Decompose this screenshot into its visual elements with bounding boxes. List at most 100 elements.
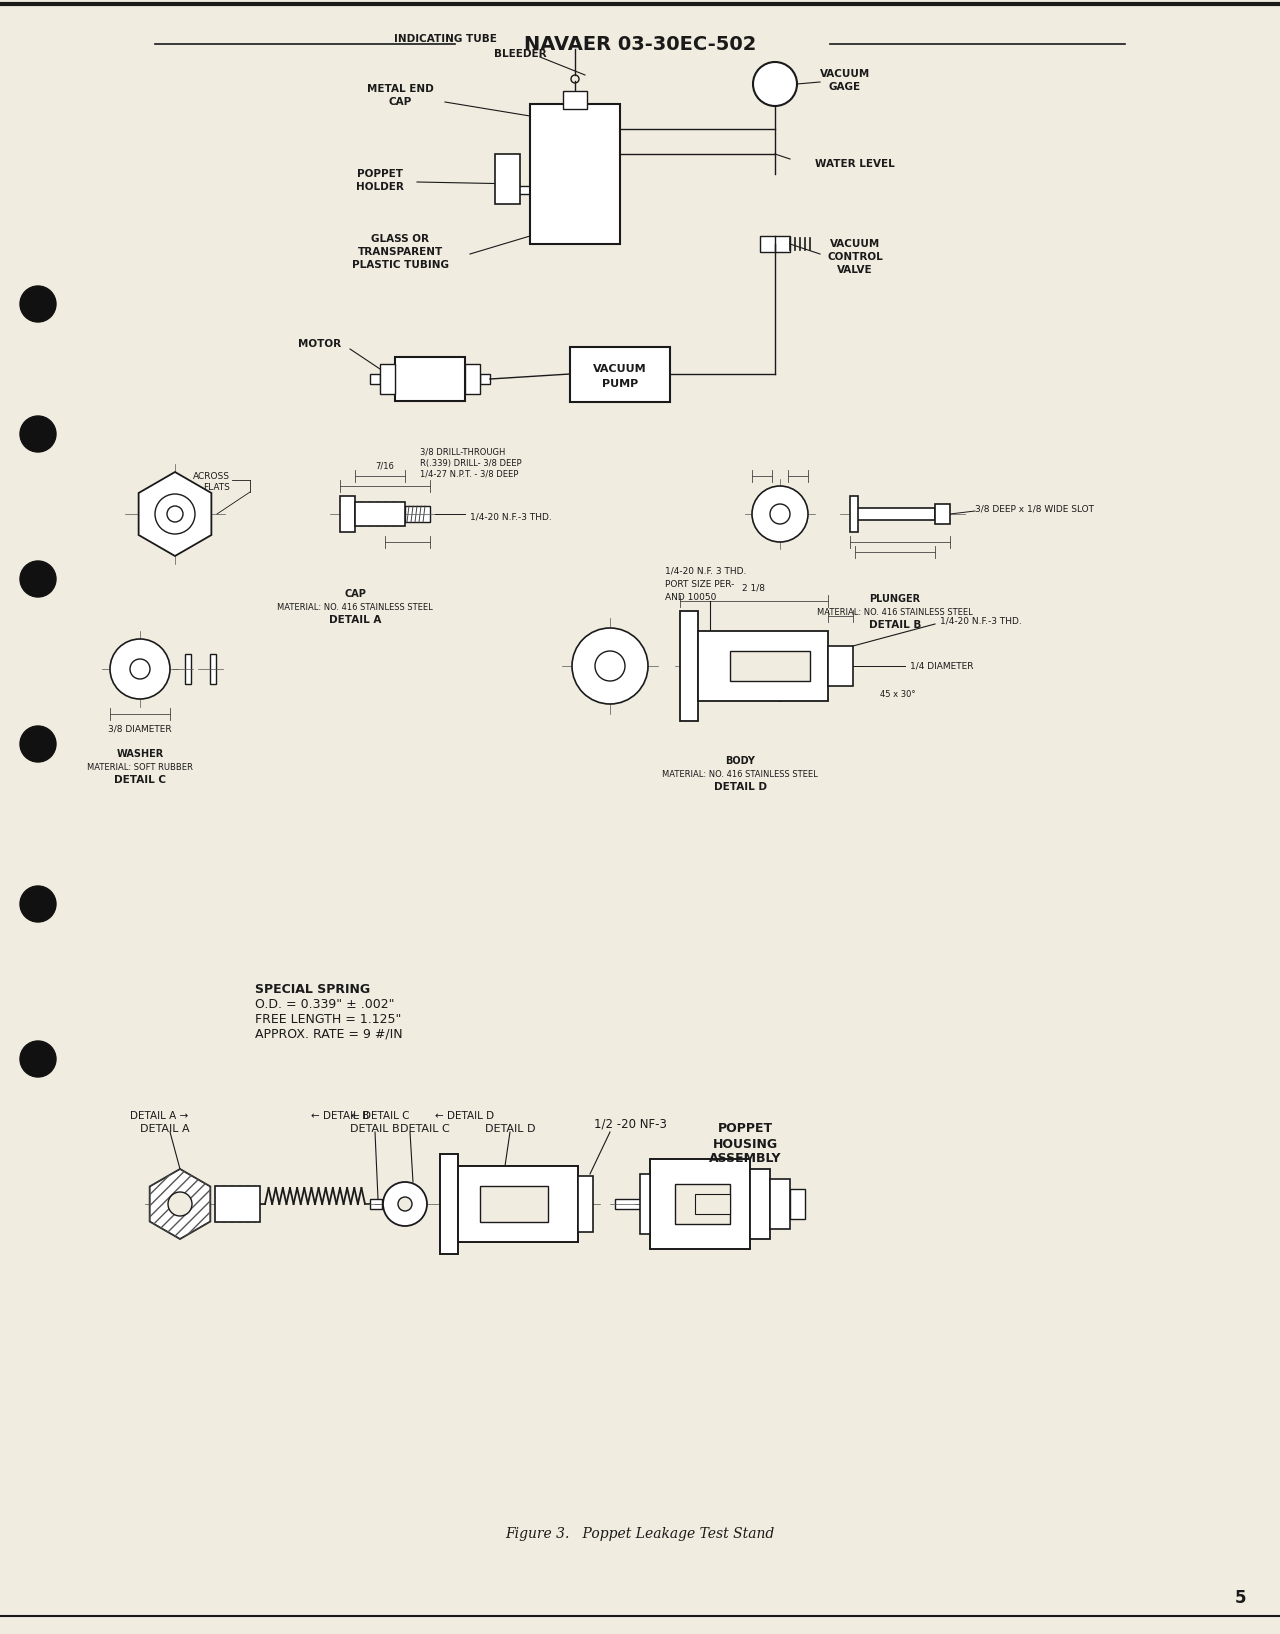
Text: ← DETAIL D: ← DETAIL D bbox=[435, 1111, 494, 1121]
Bar bbox=[396, 356, 465, 400]
Bar bbox=[790, 1190, 805, 1219]
Circle shape bbox=[168, 1191, 192, 1216]
Text: Figure 3.   Poppet Leakage Test Stand: Figure 3. Poppet Leakage Test Stand bbox=[506, 1528, 774, 1541]
Text: DETAIL A: DETAIL A bbox=[140, 1124, 189, 1134]
Text: 5: 5 bbox=[1234, 1588, 1245, 1606]
Circle shape bbox=[753, 62, 797, 106]
Text: BODY: BODY bbox=[724, 757, 755, 766]
Text: PLASTIC TUBING: PLASTIC TUBING bbox=[352, 260, 448, 270]
Text: 3/8 DIAMETER: 3/8 DIAMETER bbox=[109, 724, 172, 734]
Text: CAP: CAP bbox=[388, 96, 412, 106]
Text: VACUUM: VACUUM bbox=[820, 69, 870, 78]
Bar bbox=[771, 1180, 790, 1229]
Circle shape bbox=[398, 1198, 412, 1211]
Text: DETAIL A →: DETAIL A → bbox=[131, 1111, 188, 1121]
Bar bbox=[614, 1199, 645, 1209]
Bar bbox=[480, 374, 490, 384]
Text: R(.339) DRILL- 3/8 DEEP: R(.339) DRILL- 3/8 DEEP bbox=[420, 459, 522, 467]
Text: DETAIL B: DETAIL B bbox=[869, 619, 922, 631]
Circle shape bbox=[753, 485, 808, 542]
Text: PLUNGER: PLUNGER bbox=[869, 595, 920, 605]
Bar bbox=[340, 497, 355, 533]
Bar bbox=[570, 346, 669, 402]
Bar bbox=[495, 154, 520, 204]
Polygon shape bbox=[138, 472, 211, 556]
Bar bbox=[355, 502, 404, 526]
Text: ASSEMBLY: ASSEMBLY bbox=[709, 1152, 781, 1165]
Bar bbox=[695, 1194, 730, 1214]
Text: CONTROL: CONTROL bbox=[827, 252, 883, 261]
Text: INDICATING TUBE: INDICATING TUBE bbox=[393, 34, 497, 44]
Bar bbox=[440, 1154, 458, 1253]
Text: DETAIL A: DETAIL A bbox=[329, 614, 381, 624]
Circle shape bbox=[20, 886, 56, 922]
Text: 1/4-20 N.F. 3 THD.: 1/4-20 N.F. 3 THD. bbox=[666, 567, 746, 575]
Bar bbox=[828, 645, 852, 686]
Text: FLATS: FLATS bbox=[204, 482, 230, 492]
Bar bbox=[465, 364, 480, 394]
Text: 1/4-20 N.F.-3 THD.: 1/4-20 N.F.-3 THD. bbox=[470, 513, 552, 521]
Text: VALVE: VALVE bbox=[837, 265, 873, 275]
Bar bbox=[698, 631, 828, 701]
Circle shape bbox=[572, 627, 648, 704]
Text: 1/2 -20 NF-3: 1/2 -20 NF-3 bbox=[594, 1118, 667, 1131]
Circle shape bbox=[20, 286, 56, 322]
Text: 2 1/8: 2 1/8 bbox=[742, 583, 765, 593]
Bar bbox=[215, 1186, 260, 1222]
Text: PUMP: PUMP bbox=[602, 379, 639, 389]
Text: HOUSING: HOUSING bbox=[713, 1137, 777, 1150]
Text: NAVAER 03-30EC-502: NAVAER 03-30EC-502 bbox=[524, 34, 756, 54]
Bar bbox=[579, 1176, 593, 1232]
Text: 1/4-27 N.P.T. - 3/8 DEEP: 1/4-27 N.P.T. - 3/8 DEEP bbox=[420, 469, 518, 479]
Text: CAP: CAP bbox=[344, 588, 366, 600]
Bar bbox=[458, 1167, 579, 1242]
Circle shape bbox=[20, 417, 56, 453]
Bar bbox=[760, 235, 790, 252]
Text: TRANSPARENT: TRANSPARENT bbox=[357, 247, 443, 257]
Text: HOLDER: HOLDER bbox=[356, 181, 404, 193]
Bar bbox=[730, 650, 810, 681]
Circle shape bbox=[20, 560, 56, 596]
Text: MATERIAL: NO. 416 STAINLESS STEEL: MATERIAL: NO. 416 STAINLESS STEEL bbox=[817, 608, 973, 616]
Text: ACROSS: ACROSS bbox=[193, 472, 230, 480]
Text: 7/16: 7/16 bbox=[375, 461, 394, 471]
Bar bbox=[518, 186, 530, 194]
Text: MATERIAL: NO. 416 STAINLESS STEEL: MATERIAL: NO. 416 STAINLESS STEEL bbox=[662, 770, 818, 778]
Text: AND 10050: AND 10050 bbox=[666, 593, 717, 601]
Text: ← DETAIL B: ← DETAIL B bbox=[311, 1111, 369, 1121]
Text: GLASS OR: GLASS OR bbox=[371, 234, 429, 243]
Text: POPPET: POPPET bbox=[357, 168, 403, 180]
Bar bbox=[370, 1199, 381, 1209]
Text: MATERIAL: SOFT RUBBER: MATERIAL: SOFT RUBBER bbox=[87, 763, 193, 771]
Text: 45 x 30°: 45 x 30° bbox=[881, 690, 915, 698]
Bar bbox=[650, 1159, 750, 1248]
Text: VACUUM: VACUUM bbox=[829, 239, 881, 248]
Bar bbox=[934, 503, 950, 525]
Text: DETAIL C: DETAIL C bbox=[399, 1124, 449, 1134]
Bar bbox=[480, 1186, 548, 1222]
Bar bbox=[750, 1168, 771, 1239]
Bar bbox=[380, 364, 396, 394]
Bar bbox=[563, 92, 588, 109]
Text: GAGE: GAGE bbox=[829, 82, 861, 92]
Text: POPPET: POPPET bbox=[717, 1123, 773, 1136]
Text: DETAIL D: DETAIL D bbox=[713, 783, 767, 792]
Bar bbox=[640, 1173, 650, 1234]
Bar bbox=[210, 654, 216, 685]
Text: BLEEDER: BLEEDER bbox=[494, 49, 547, 59]
Bar bbox=[850, 497, 858, 533]
Text: MOTOR: MOTOR bbox=[298, 338, 342, 350]
Text: MATERIAL: NO. 416 STAINLESS STEEL: MATERIAL: NO. 416 STAINLESS STEEL bbox=[278, 603, 433, 611]
Text: 3/8 DRILL-THROUGH: 3/8 DRILL-THROUGH bbox=[420, 448, 506, 456]
Text: WATER LEVEL: WATER LEVEL bbox=[815, 158, 895, 168]
Text: ← DETAIL C: ← DETAIL C bbox=[351, 1111, 410, 1121]
Bar bbox=[675, 1185, 730, 1224]
Bar bbox=[530, 105, 620, 243]
Text: 1/4-20 N.F.-3 THD.: 1/4-20 N.F.-3 THD. bbox=[940, 616, 1021, 626]
Text: SPECIAL SPRING: SPECIAL SPRING bbox=[255, 982, 370, 995]
Bar bbox=[370, 374, 380, 384]
Text: 3/8 DEEP x 1/8 WIDE SLOT: 3/8 DEEP x 1/8 WIDE SLOT bbox=[975, 505, 1094, 513]
Text: O.D. = 0.339" ± .002": O.D. = 0.339" ± .002" bbox=[255, 997, 394, 1010]
Text: FREE LENGTH = 1.125": FREE LENGTH = 1.125" bbox=[255, 1013, 402, 1026]
Text: 1/4 DIAMETER: 1/4 DIAMETER bbox=[910, 662, 974, 670]
